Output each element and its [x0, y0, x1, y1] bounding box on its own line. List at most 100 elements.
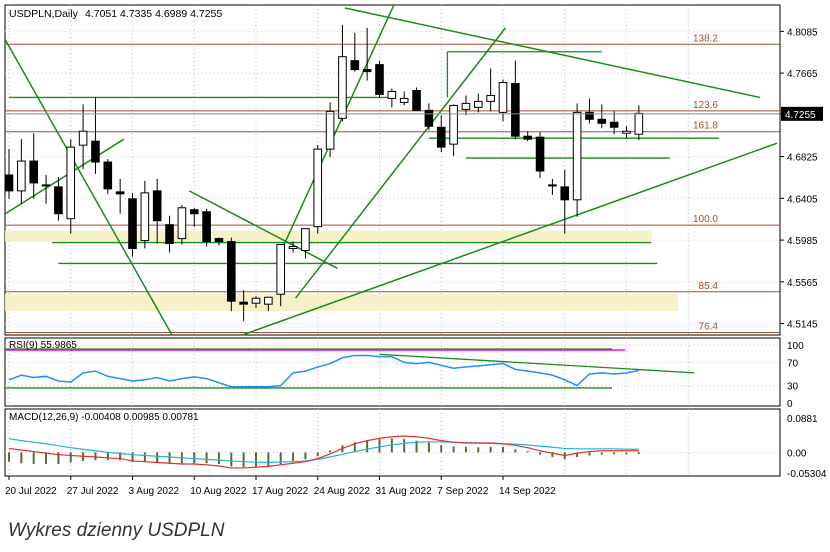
- support-zone: [5, 294, 678, 312]
- bearish-candle: [152, 190, 162, 222]
- date-label: 7 Sep 2022: [437, 486, 489, 497]
- support-zone: [5, 230, 652, 242]
- axes: 4.8085 4.7665 4.7255 4.6825 4.6405 4.5985 4.55…: [5, 27, 823, 497]
- bearish-candle: [165, 224, 174, 245]
- bearish-candle: [239, 301, 248, 305]
- bullish-candle: [301, 228, 310, 252]
- date-label: 3 Aug 2022: [129, 486, 180, 497]
- support-zones: [5, 230, 678, 312]
- trend-lines: [4, 3, 778, 336]
- trend-line: [344, 7, 761, 99]
- rsi-level-label: 70: [787, 358, 799, 369]
- bearish-candle: [29, 160, 38, 184]
- ohlc-header: 4.7051 4.7335 4.6989 4.7255: [85, 8, 222, 20]
- price-tick-label: 4.6825: [787, 153, 818, 164]
- bullish-candle: [288, 246, 298, 250]
- bullish-candle: [66, 146, 76, 220]
- bearish-candle: [375, 64, 384, 95]
- bearish-candle: [560, 186, 570, 201]
- price-tick-label: 4.8085: [787, 27, 818, 38]
- rsi-line: [8, 354, 639, 388]
- rsi-level-label: 0: [787, 399, 793, 410]
- symbol-header: USDPLN,Daily: [9, 8, 79, 20]
- fib-level-label: 100.0: [693, 214, 718, 225]
- bearish-candle: [103, 161, 113, 190]
- chart-caption: Wykres dzienny USDPLN: [8, 520, 225, 541]
- bullish-candle: [449, 104, 458, 145]
- bullish-candle: [486, 94, 495, 102]
- macd-indicator: 0.0881 0.00 -0.05304: [5, 414, 827, 480]
- bearish-candle: [115, 191, 125, 195]
- bearish-candle: [227, 241, 236, 302]
- bullish-candle: [177, 207, 187, 240]
- bullish-candle: [313, 148, 323, 228]
- rsi-level-label: 30: [787, 382, 799, 393]
- date-label: 10 Aug 2022: [190, 486, 247, 497]
- trend-line: [242, 142, 778, 336]
- bullish-candle: [461, 102, 471, 110]
- rsi-indicator: 100 70 30 0: [5, 341, 804, 410]
- rsi-trend-line: [379, 353, 695, 374]
- bearish-candle: [424, 109, 434, 127]
- bullish-candle: [572, 111, 582, 201]
- macd-level-label: 0.00: [787, 448, 807, 459]
- bearish-candle: [362, 69, 372, 73]
- last-price-box: [781, 106, 823, 121]
- bullish-candle: [41, 184, 51, 187]
- bearish-candle: [214, 238, 224, 243]
- bullish-candle: [338, 56, 347, 119]
- bullish-candle: [498, 82, 508, 113]
- candles: [4, 24, 644, 322]
- grid-lines: [5, 5, 780, 476]
- price-tick-label: 4.7665: [787, 69, 818, 80]
- bearish-candle: [189, 209, 199, 215]
- macd-level-label: -0.05304: [787, 469, 827, 480]
- bearish-candle: [436, 126, 446, 148]
- date-label: 20 Jul 2022: [5, 486, 57, 497]
- price-tick-label: 4.5565: [787, 278, 818, 289]
- bearish-candle: [535, 136, 545, 172]
- bullish-candle: [78, 130, 88, 146]
- bullish-candle: [634, 112, 644, 135]
- bullish-candle: [399, 97, 409, 103]
- trend-line: [294, 27, 507, 299]
- fib-level-label: 123.6: [693, 100, 718, 111]
- rsi-level-label: 100: [787, 341, 804, 352]
- last-price-label: 4.7255: [785, 110, 816, 121]
- bullish-candle: [548, 184, 557, 187]
- bullish-candle: [17, 160, 26, 192]
- bullish-candle: [474, 100, 483, 108]
- fib-level-label: 161.8: [693, 121, 718, 132]
- trend-line: [4, 39, 173, 336]
- fib-level-label: 138.2: [693, 33, 718, 44]
- bearish-candle: [523, 135, 533, 140]
- fib-level-label: 85.4: [699, 281, 719, 292]
- bullish-candle: [140, 192, 150, 242]
- price-tick-label: 4.5985: [787, 236, 818, 247]
- price-tick-label: 4.6405: [787, 194, 818, 205]
- fib-level-label: 76.4: [699, 322, 719, 333]
- bearish-candle: [91, 140, 100, 163]
- bearish-candle: [202, 211, 211, 243]
- bearish-candle: [585, 111, 594, 120]
- bearish-candle: [511, 83, 520, 137]
- usdpln-chart: 138.2 123.6 161.8 100.0 85.4 76.4 100 70 30 0 0.…: [4, 3, 827, 497]
- bearish-candle: [128, 198, 137, 250]
- macd-level-label: 0.0881: [787, 414, 818, 425]
- date-label: 31 Aug 2022: [376, 486, 433, 497]
- trend-line: [282, 3, 396, 247]
- bullish-candle: [251, 297, 261, 304]
- bullish-candle: [325, 110, 335, 150]
- date-label: 27 Jul 2022: [67, 486, 119, 497]
- price-panel: [4, 4, 781, 336]
- bearish-candle: [350, 60, 360, 71]
- macd-signal-line: [8, 438, 639, 464]
- trend-line: [188, 190, 338, 270]
- macd-label: MACD(12,26,9) -0.00408 0.00985 0.00781: [9, 412, 199, 423]
- rsi-label: RSI(9) 55.9865: [9, 340, 77, 351]
- bullish-candle: [622, 130, 631, 134]
- bearish-candle: [609, 121, 619, 128]
- bearish-candle: [4, 174, 14, 192]
- date-label: 17 Aug 2022: [252, 486, 309, 497]
- date-label: 24 Aug 2022: [314, 486, 371, 497]
